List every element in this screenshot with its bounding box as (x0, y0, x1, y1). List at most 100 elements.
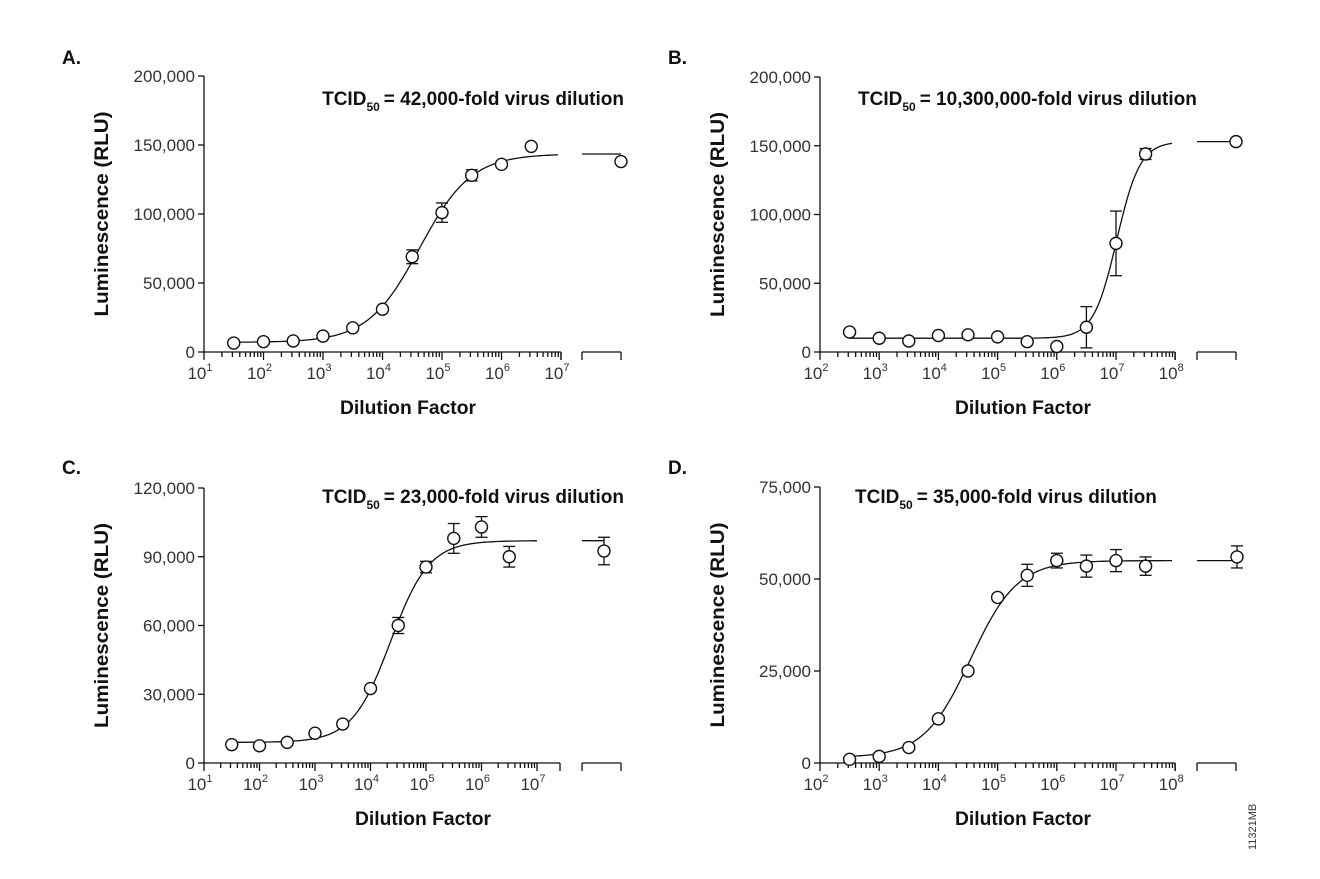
x-tick-base: 10 (803, 775, 822, 794)
data-point (597, 544, 611, 558)
x-tick-base: 10 (544, 364, 563, 383)
x-tick-exponent: 3 (325, 362, 331, 374)
y-tick-label: 0 (186, 343, 195, 362)
y-axis-title: Luminescence (RLU) (92, 112, 113, 317)
fit-curve (849, 142, 1173, 339)
x-tick-label: 106 (1040, 362, 1065, 383)
x-tick-base: 10 (1040, 364, 1059, 383)
annotation-text: = 35,000-fold virus dilution (917, 487, 1157, 508)
x-tick-exponent: 5 (428, 773, 434, 785)
y-tick-label: 0 (802, 754, 811, 773)
x-tick-exponent: 2 (262, 773, 268, 785)
data-point (990, 590, 1005, 605)
x-tick-exponent: 4 (385, 362, 391, 374)
x-tick-label: 108 (1159, 773, 1184, 794)
data-point (286, 334, 300, 348)
x-tick-label: 101 (187, 362, 212, 383)
x-tick-base: 10 (1159, 775, 1178, 794)
data-point (1079, 320, 1094, 334)
fit-curve (233, 154, 558, 343)
data-point (1020, 568, 1034, 583)
x-tick-base: 10 (803, 364, 822, 383)
x-tick-base: 10 (187, 364, 206, 383)
x-tick-base: 10 (1099, 775, 1118, 794)
y-tick-label: 0 (802, 343, 811, 362)
x-tick-base: 10 (187, 775, 206, 794)
x-tick-base: 10 (354, 775, 373, 794)
tcid50-annotation: TCID50 = 10,300,000-fold virus dilution (858, 89, 1197, 114)
annotation-text: = 42,000-fold virus dilution (384, 89, 624, 110)
x-tick-exponent: 7 (1118, 362, 1124, 374)
data-point (256, 334, 271, 349)
x-tick-label: 105 (409, 773, 434, 794)
y-tick-label: 50,000 (759, 274, 811, 293)
tcid50-annotation: TCID50 = 35,000-fold virus dilution (855, 487, 1157, 512)
y-tick-label: 50,000 (143, 274, 195, 293)
x-tick-label: 104 (366, 362, 391, 383)
x-tick-base: 10 (520, 775, 539, 794)
data-point (363, 681, 378, 696)
annotation-prefix: TCID (322, 487, 366, 508)
data-point (502, 550, 516, 564)
data-point (872, 749, 886, 764)
data-point (524, 139, 538, 154)
data-point (1050, 553, 1064, 568)
data-point (931, 328, 946, 343)
x-tick-label: 105 (981, 773, 1006, 794)
data-point (1079, 559, 1094, 573)
x-tick-base: 10 (298, 775, 317, 794)
data-point (435, 205, 449, 220)
fit-curve (849, 559, 1172, 758)
data-point (1230, 550, 1244, 564)
x-tick-label: 102 (247, 362, 272, 383)
data-point (474, 520, 489, 534)
annotation-subscript: 50 (366, 498, 380, 512)
data-point (1138, 559, 1153, 573)
data-point (447, 531, 461, 546)
x-tick-label: 105 (981, 362, 1006, 383)
y-tick-label: 100,000 (134, 205, 195, 224)
x-tick-base: 10 (366, 364, 385, 383)
annotation-subscript: 50 (899, 498, 913, 512)
x-tick-base: 10 (243, 775, 262, 794)
data-point (842, 325, 857, 339)
tcid50-annotation: TCID50 = 23,000-fold virus dilution (322, 487, 624, 512)
data-point (902, 334, 916, 348)
x-tick-exponent: 2 (266, 362, 272, 374)
x-tick-exponent: 6 (504, 362, 510, 374)
x-tick-exponent: 8 (1178, 773, 1184, 785)
x-axis-title: Dilution Factor (955, 809, 1092, 830)
x-tick-label: 102 (803, 362, 828, 383)
data-point (405, 250, 419, 264)
data-point (990, 330, 1005, 344)
data-point (336, 717, 350, 731)
x-tick-label: 103 (306, 362, 331, 383)
data-point (225, 737, 239, 752)
data-point (465, 168, 479, 183)
x-tick-label: 103 (298, 773, 323, 794)
panel-label: C. (62, 458, 81, 479)
x-tick-exponent: 5 (1000, 362, 1006, 374)
data-point (1020, 334, 1034, 349)
data-point (227, 336, 241, 350)
panel-label: B. (668, 48, 687, 69)
y-tick-label: 0 (186, 754, 195, 773)
x-tick-base: 10 (1159, 364, 1178, 383)
x-tick-label: 107 (520, 773, 545, 794)
y-tick-label: 120,000 (134, 479, 195, 498)
data-point (252, 739, 267, 753)
data-point (961, 664, 975, 678)
x-tick-base: 10 (922, 364, 941, 383)
x-tick-label: 104 (354, 773, 379, 794)
x-tick-exponent: 4 (941, 362, 947, 374)
x-tick-base: 10 (485, 364, 504, 383)
x-tick-exponent: 6 (484, 773, 490, 785)
x-tick-exponent: 3 (882, 773, 888, 785)
fit-curve (231, 540, 537, 743)
data-point (1229, 134, 1243, 149)
data-point (1109, 553, 1123, 568)
y-axis-title: Luminescence (RLU) (708, 112, 729, 317)
x-tick-label: 101 (187, 773, 212, 794)
